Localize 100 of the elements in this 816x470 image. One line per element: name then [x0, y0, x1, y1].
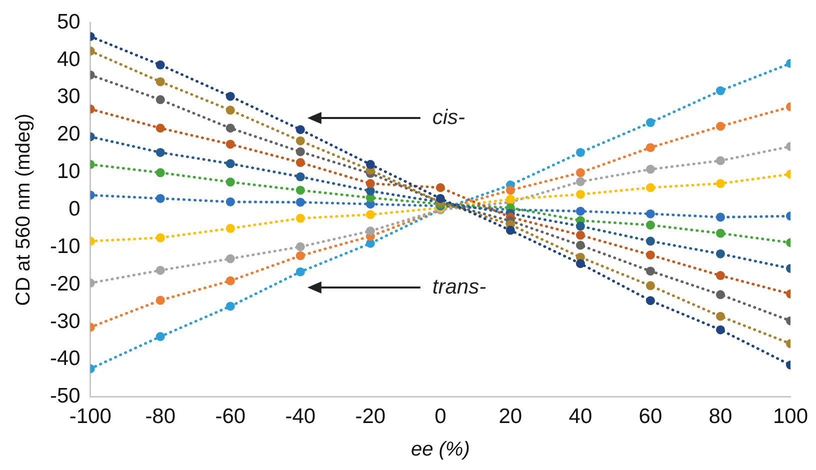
- x-tick-label: -80: [145, 405, 176, 428]
- point: [716, 86, 725, 96]
- point: [226, 106, 235, 115]
- point: [646, 266, 655, 276]
- y-tick-label: 20: [56, 122, 80, 146]
- x-tick-label: -60: [215, 405, 246, 428]
- x-axis-title: ee (%): [410, 438, 470, 461]
- x-tick-label: 20: [498, 405, 522, 428]
- point: [436, 194, 445, 203]
- point: [156, 77, 165, 86]
- point: [716, 312, 725, 321]
- point: [646, 296, 655, 306]
- x-tick-label: -100: [69, 405, 112, 428]
- point: [576, 168, 585, 178]
- point: [576, 259, 585, 268]
- y-tick-label: 0: [68, 197, 80, 220]
- point: [366, 210, 375, 220]
- point: [366, 226, 375, 236]
- point: [156, 60, 165, 70]
- point: [646, 250, 655, 260]
- point: [646, 118, 655, 128]
- point: [296, 136, 305, 146]
- y-tick-label: -10: [50, 234, 80, 258]
- point: [716, 122, 725, 131]
- y-tick-label: -30: [50, 310, 80, 333]
- point: [156, 266, 165, 275]
- point: [576, 240, 585, 250]
- point: [576, 177, 585, 186]
- annotation: cis-: [432, 106, 466, 129]
- point: [226, 276, 235, 286]
- point: [296, 214, 305, 223]
- point: [576, 190, 585, 199]
- x-tick-label: 0: [434, 405, 446, 428]
- point: [226, 92, 235, 101]
- point: [156, 124, 165, 133]
- point: [716, 212, 725, 222]
- point: [576, 222, 585, 231]
- point: [226, 178, 235, 187]
- point: [156, 296, 165, 305]
- point: [156, 332, 165, 342]
- point: [576, 148, 585, 157]
- point: [506, 186, 515, 195]
- point: [296, 251, 305, 260]
- point: [156, 95, 165, 104]
- point: [366, 179, 375, 188]
- point: [506, 194, 515, 204]
- point: [366, 186, 375, 196]
- point: [716, 179, 725, 188]
- annotation: trans-: [432, 275, 486, 298]
- x-tick-label: 60: [638, 405, 662, 428]
- point: [296, 267, 305, 276]
- x-tick-label: 80: [708, 405, 732, 428]
- point: [296, 242, 305, 252]
- point: [716, 249, 725, 258]
- point: [646, 220, 655, 230]
- point: [156, 148, 165, 157]
- point: [506, 226, 515, 235]
- point: [296, 158, 305, 168]
- x-tick-label: 100: [772, 405, 808, 428]
- point: [226, 224, 235, 233]
- point: [716, 156, 725, 166]
- y-tick-label: 30: [56, 85, 80, 108]
- point: [226, 254, 235, 264]
- x-tick-label: 40: [568, 405, 592, 428]
- point: [296, 198, 305, 207]
- point: [226, 197, 235, 206]
- point: [156, 168, 165, 178]
- y-tick-label: -50: [50, 384, 80, 408]
- point: [646, 209, 655, 218]
- point: [646, 164, 655, 174]
- point: [226, 140, 235, 149]
- point: [366, 160, 375, 169]
- point: [156, 194, 165, 203]
- point: [646, 281, 655, 290]
- y-tick-label: -20: [50, 272, 80, 296]
- y-tick-label: 10: [56, 160, 80, 184]
- point: [716, 271, 725, 280]
- point: [156, 233, 165, 242]
- point: [296, 172, 305, 182]
- point: [646, 143, 655, 152]
- point: [226, 124, 235, 133]
- y-tick-label: 40: [56, 48, 80, 71]
- x-tick-label: -20: [355, 405, 386, 428]
- y-tick-label: -40: [50, 347, 80, 370]
- point: [226, 159, 235, 168]
- point: [716, 325, 725, 334]
- point: [646, 183, 655, 192]
- point: [576, 206, 585, 216]
- y-axis-title: CD at 560 nm (mdeg): [12, 114, 35, 306]
- point: [716, 228, 725, 238]
- point: [296, 186, 305, 195]
- point: [646, 236, 655, 246]
- x-tick-label: -40: [285, 405, 316, 428]
- point: [226, 302, 235, 311]
- y-tick-label: 50: [56, 10, 80, 34]
- point: [576, 230, 585, 240]
- point: [716, 290, 725, 300]
- point: [296, 147, 305, 156]
- point: [436, 183, 445, 192]
- point: [296, 125, 305, 134]
